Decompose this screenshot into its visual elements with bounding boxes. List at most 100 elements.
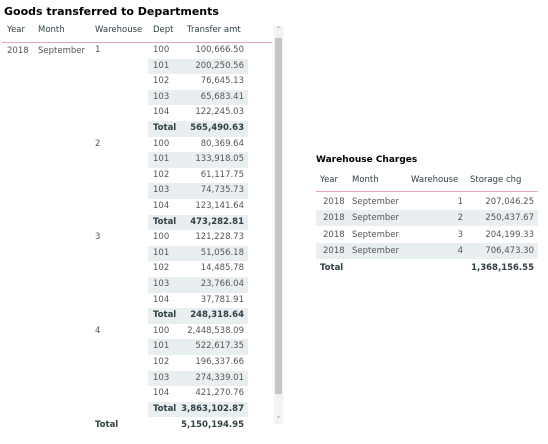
warehouse-cell: 3 [95, 232, 101, 243]
column-header: Month [352, 175, 379, 185]
amount-cell: 121,228.73 [195, 232, 244, 243]
row-shade [148, 339, 248, 355]
dept-cell: 100 [153, 232, 170, 243]
amount-cell: 61,117.75 [200, 169, 244, 180]
column-header: Dept [153, 25, 174, 35]
dept-cell: 103 [153, 279, 170, 289]
dept-cell: 102 [153, 76, 170, 87]
dept-cell: 100 [153, 325, 170, 336]
row-shade [148, 89, 248, 106]
column-header: Month [38, 25, 65, 35]
dept-cell: 102 [153, 357, 170, 367]
row-shade [148, 58, 248, 75]
month-cell: September [352, 213, 399, 224]
total-label: Total [320, 263, 344, 273]
year-cell: 2018 [323, 213, 345, 224]
month-cell: September [352, 246, 399, 257]
subtotal-value: 565,490.63 [190, 123, 244, 133]
charge-cell: 250,437.67 [485, 213, 534, 224]
row-shade [148, 121, 248, 137]
amount-cell: 196,337.66 [195, 357, 244, 367]
charges-title: Warehouse Charges [316, 155, 418, 165]
dept-cell: 101 [153, 247, 170, 258]
row-shade [148, 308, 248, 324]
amount-cell: 100,666.50 [195, 45, 244, 55]
row-shade [148, 370, 248, 387]
warehouse-cell: 2 [457, 213, 463, 224]
year-cell: 2018 [323, 197, 345, 207]
amount-cell: 65,683.41 [200, 91, 244, 102]
amount-cell: 274,339.01 [195, 372, 244, 383]
year-cell: 2018 [323, 246, 345, 257]
amount-cell: 200,250.56 [195, 60, 244, 71]
subtotal-value: 3,863,102.87 [181, 403, 244, 414]
charge-cell: 207,046.25 [485, 197, 534, 207]
amount-cell: 133,918.05 [195, 154, 244, 165]
charge-cell: 706,473.30 [485, 246, 534, 257]
row-shade [148, 277, 248, 293]
subtotal-value: 473,282.81 [190, 216, 244, 227]
amount-cell: 2,448,538.09 [187, 325, 244, 336]
amount-cell: 123,141.64 [195, 201, 244, 211]
amount-cell: 421,270.76 [195, 388, 244, 399]
dept-cell: 101 [153, 154, 170, 165]
dept-cell: 103 [153, 372, 170, 383]
dept-cell: 103 [153, 185, 170, 196]
dept-cell: 104 [153, 294, 170, 305]
column-header: Year [320, 175, 338, 185]
scroll-down[interactable]: ˅ [276, 416, 281, 424]
warehouse-cell: 1 [457, 197, 463, 207]
month-cell: September [352, 229, 399, 240]
dept-cell: 101 [153, 341, 170, 352]
amount-cell: 37,781.91 [200, 294, 244, 305]
row-shade [148, 401, 248, 418]
month-cell: September [38, 46, 85, 56]
month-cell: September [352, 197, 399, 207]
row-shade [316, 243, 538, 260]
amount-cell: 122,245.03 [195, 107, 244, 118]
year-cell: 2018 [323, 229, 345, 240]
row-shade [148, 183, 248, 199]
column-header: Storage chg [470, 175, 522, 185]
row-shade [316, 210, 538, 227]
row-shade [148, 245, 248, 262]
warehouse-cell: 4 [95, 325, 101, 336]
dept-cell: 102 [153, 169, 170, 180]
amount-cell: 14,485.78 [200, 263, 244, 274]
subtotal-label: Total [153, 310, 177, 321]
grand-total-label: Total [95, 420, 119, 431]
amount-cell: 522,617.35 [195, 341, 244, 352]
header-rule [316, 191, 538, 192]
column-header: Year [7, 25, 25, 35]
dept-cell: 104 [153, 107, 170, 118]
dept-cell: 103 [153, 91, 170, 102]
amount-cell: 74,735.73 [200, 185, 244, 196]
amount-cell: 23,766.04 [200, 279, 244, 289]
dept-cell: 104 [153, 201, 170, 211]
scroll-thumb[interactable] [275, 38, 282, 394]
warehouse-cell: 4 [457, 246, 463, 257]
subtotal-value: 248,318.64 [190, 310, 244, 321]
charge-cell: 204,199.33 [485, 229, 534, 240]
dept-cell: 100 [153, 45, 170, 55]
subtotal-label: Total [153, 216, 177, 227]
amount-cell: 76,645.13 [200, 76, 244, 87]
dept-cell: 101 [153, 60, 170, 71]
column-header: Warehouse [411, 175, 459, 185]
total-value: 1,368,156.55 [471, 263, 534, 273]
amount-cell: 51,056.18 [200, 247, 244, 258]
scroll-up[interactable]: ˄ [276, 26, 281, 34]
column-header: Warehouse [95, 25, 143, 35]
warehouse-cell: 3 [457, 229, 463, 240]
scrollbar[interactable]: ˄ ˅ [274, 26, 283, 424]
amount-cell: 80,369.64 [200, 138, 244, 149]
warehouse-cell: 2 [95, 138, 101, 149]
column-header: Transfer amt [187, 25, 241, 35]
subtotal-label: Total [153, 123, 177, 133]
subtotal-label: Total [153, 403, 177, 414]
warehouse-cell: 1 [95, 45, 101, 55]
row-shade [148, 214, 248, 231]
dept-cell: 100 [153, 138, 170, 149]
row-shade [148, 152, 248, 168]
